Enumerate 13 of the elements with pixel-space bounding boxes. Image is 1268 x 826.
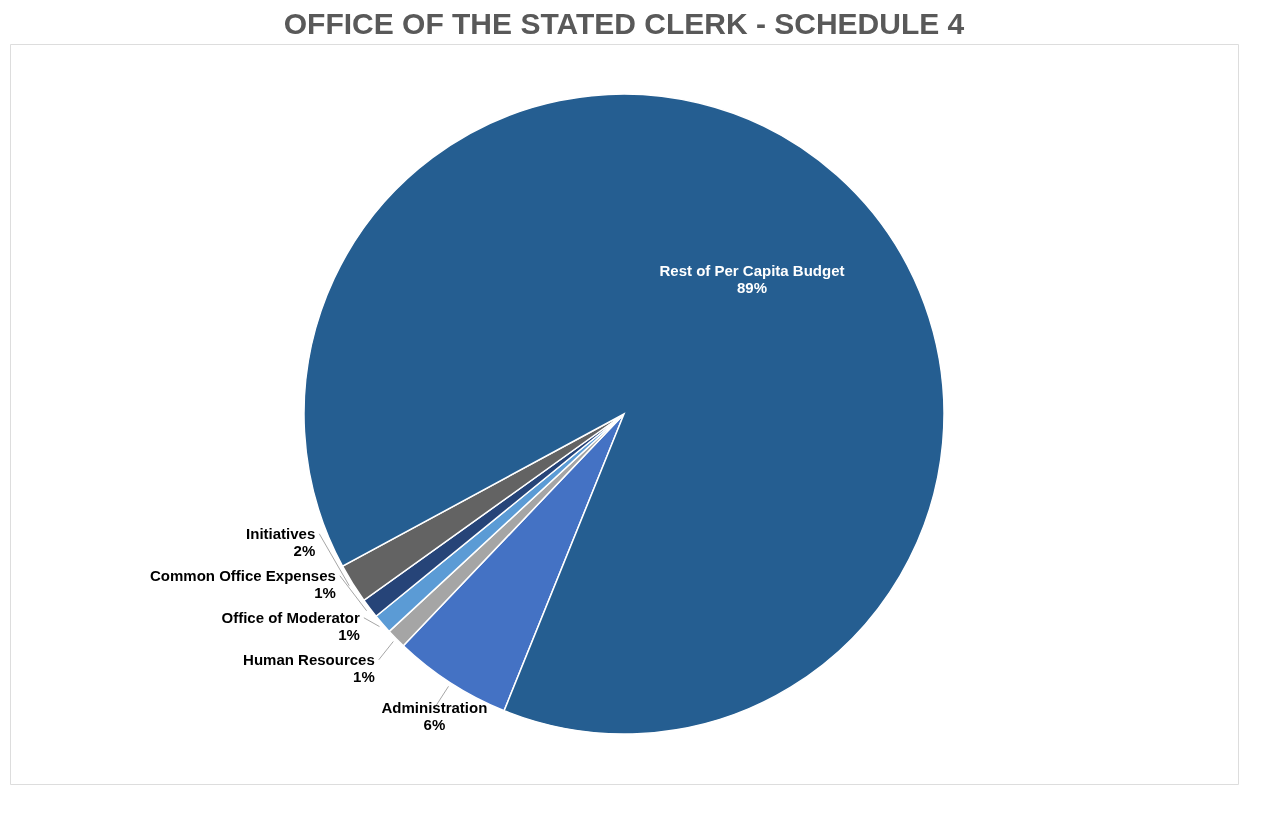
slice-label: Office of Moderator bbox=[221, 608, 361, 626]
data-label: 1% bbox=[338, 625, 360, 643]
slice-label: Initiatives bbox=[246, 524, 316, 542]
data-label: 2% bbox=[293, 541, 316, 559]
slice-label: Rest of Per Capita Budget bbox=[659, 261, 845, 279]
data-label: 89% bbox=[736, 278, 767, 296]
slice-label: Administration bbox=[381, 699, 488, 717]
slice-label: Common Office Expenses bbox=[150, 566, 336, 584]
data-label: 1% bbox=[314, 583, 336, 601]
data-label: 6% bbox=[423, 716, 446, 734]
slice-label: Human Resources bbox=[243, 650, 375, 668]
data-label: 1% bbox=[353, 667, 375, 685]
chart-title: OFFICE OF THE STATED CLERK - SCHEDULE 4 bbox=[283, 7, 965, 40]
